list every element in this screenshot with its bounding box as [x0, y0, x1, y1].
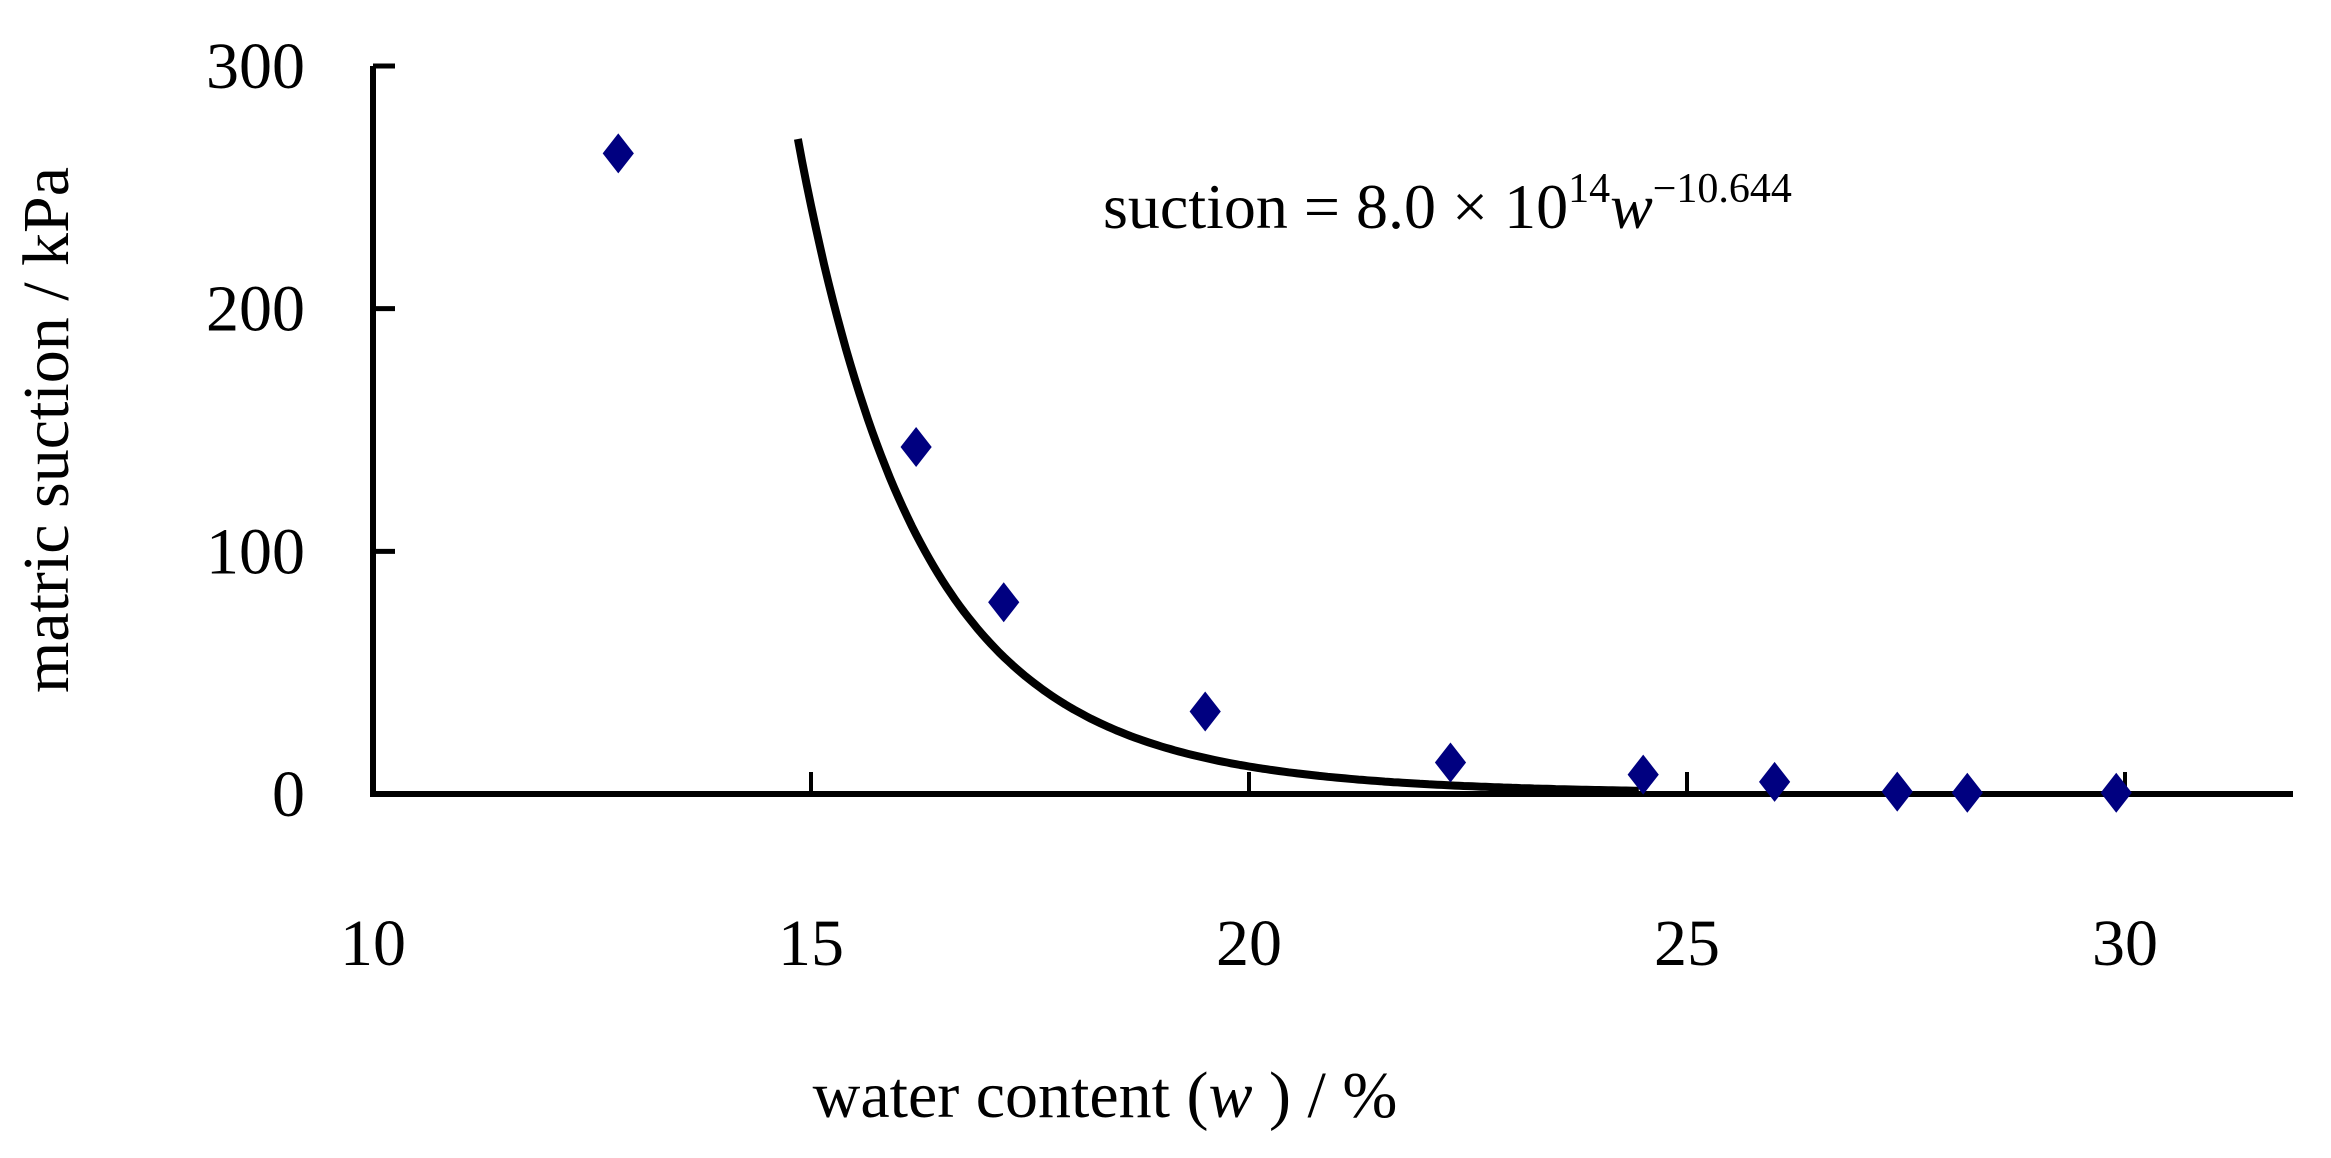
y-axis-title: matric suction / kPa	[10, 167, 83, 693]
equation-var: w	[1610, 171, 1653, 242]
x-tick-label: 20	[1216, 907, 1282, 980]
diamond-marker-icon	[988, 582, 1020, 623]
y-axis: 0 100 200 300	[206, 30, 395, 831]
diamond-marker-icon	[2100, 772, 2132, 813]
equation-exp2: −10.644	[1653, 166, 1792, 212]
fit-equation: suction = 8.0 × 1014w−10.644	[1103, 166, 1792, 242]
diamond-marker-icon	[1759, 761, 1791, 802]
diamond-marker-icon	[1189, 691, 1221, 732]
y-tick-label: 300	[206, 30, 305, 103]
diamond-marker-icon	[1951, 772, 1983, 813]
diamond-marker-icon	[1881, 771, 1913, 812]
data-markers	[602, 133, 2132, 813]
x-tick-label: 10	[340, 907, 406, 980]
equation-mid: = 8.0 × 10	[1288, 171, 1568, 242]
x-axis-title: water content (w ) / %	[813, 1059, 1398, 1132]
equation-lhs: suction	[1103, 171, 1288, 242]
equation-exp1: 14	[1568, 166, 1610, 212]
x-tick-label: 30	[2092, 907, 2158, 980]
x-axis-title-post: ) / %	[1253, 1059, 1398, 1132]
diamond-marker-icon	[1434, 742, 1467, 783]
y-tick-label: 200	[206, 273, 305, 346]
x-axis-title-pre: water content (	[813, 1059, 1209, 1132]
fit-curve	[793, 138, 1639, 795]
x-tick-label: 25	[1654, 907, 1720, 980]
x-tick-label: 15	[778, 907, 844, 980]
x-axis-title-var: w	[1208, 1059, 1252, 1132]
x-axis: 10 15 20 25 30	[340, 772, 2293, 980]
diamond-marker-icon	[1627, 754, 1659, 795]
y-tick-label: 0	[272, 758, 305, 831]
diamond-marker-icon	[900, 426, 932, 467]
diamond-marker-icon	[602, 133, 634, 174]
y-tick-label: 100	[206, 515, 305, 588]
fit-curve-line	[793, 138, 1639, 795]
